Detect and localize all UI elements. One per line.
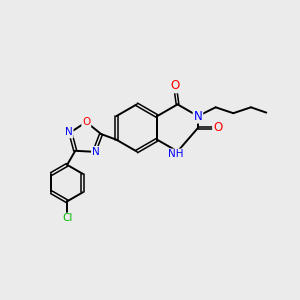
Text: N: N [65,128,73,137]
Text: O: O [213,122,222,134]
Text: N: N [194,110,202,123]
Text: NH: NH [168,149,184,159]
Text: O: O [82,117,90,127]
Text: Cl: Cl [62,213,72,224]
Text: N: N [92,147,100,157]
Text: O: O [171,79,180,92]
